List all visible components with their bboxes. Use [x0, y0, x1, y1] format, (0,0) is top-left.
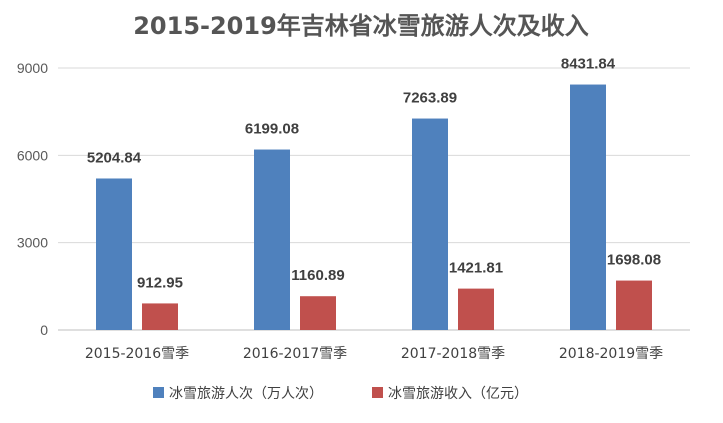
legend-item: 冰雪旅游收入（亿元） — [372, 386, 528, 402]
legend-swatch — [372, 387, 383, 398]
bars — [96, 84, 652, 331]
y-tick-label: 9000 — [17, 60, 48, 76]
y-tick-label: 6000 — [17, 147, 48, 163]
x-category-label: 2015-2016雪季 — [85, 346, 189, 362]
bar — [142, 303, 178, 330]
data-label: 1421.81 — [449, 260, 503, 277]
data-label: 8431.84 — [561, 56, 616, 73]
bar — [412, 118, 448, 330]
legend-swatch — [153, 387, 164, 398]
x-category-label: 2016-2017雪季 — [243, 346, 347, 362]
legend-label: 冰雪旅游收入（亿元） — [388, 386, 528, 402]
data-labels: 5204.84 912.95 6199.08 1160.89 7263.89 1421.8… — [87, 56, 661, 292]
data-label: 6199.08 — [245, 121, 299, 138]
data-label: 1698.08 — [607, 252, 661, 269]
legend: 冰雪旅游人次（万人次） 冰雪旅游收入（亿元） — [153, 386, 528, 402]
y-axis-ticks: 0 3000 6000 9000 — [17, 60, 48, 338]
data-label: 1160.89 — [291, 267, 344, 284]
x-category-label: 2018-2019雪季 — [559, 346, 663, 362]
bar — [458, 288, 494, 330]
data-label: 912.95 — [137, 274, 183, 291]
bar — [616, 280, 652, 330]
bar — [300, 296, 336, 330]
chart-title: 2015-2019年吉林省冰雪旅游人次及收入 — [133, 12, 589, 40]
bar — [96, 178, 132, 330]
y-tick-label: 0 — [40, 322, 48, 338]
bar — [570, 84, 606, 331]
bar — [254, 149, 290, 330]
y-tick-label: 3000 — [17, 235, 48, 251]
x-category-label: 2017-2018雪季 — [401, 346, 505, 362]
data-label: 7263.89 — [403, 90, 457, 107]
x-axis-categories: 2015-2016雪季 2016-2017雪季 2017-2018雪季 2018-20… — [85, 346, 663, 362]
legend-label: 冰雪旅游人次（万人次） — [169, 386, 323, 402]
data-label: 5204.84 — [87, 149, 142, 166]
legend-item: 冰雪旅游人次（万人次） — [153, 386, 323, 402]
